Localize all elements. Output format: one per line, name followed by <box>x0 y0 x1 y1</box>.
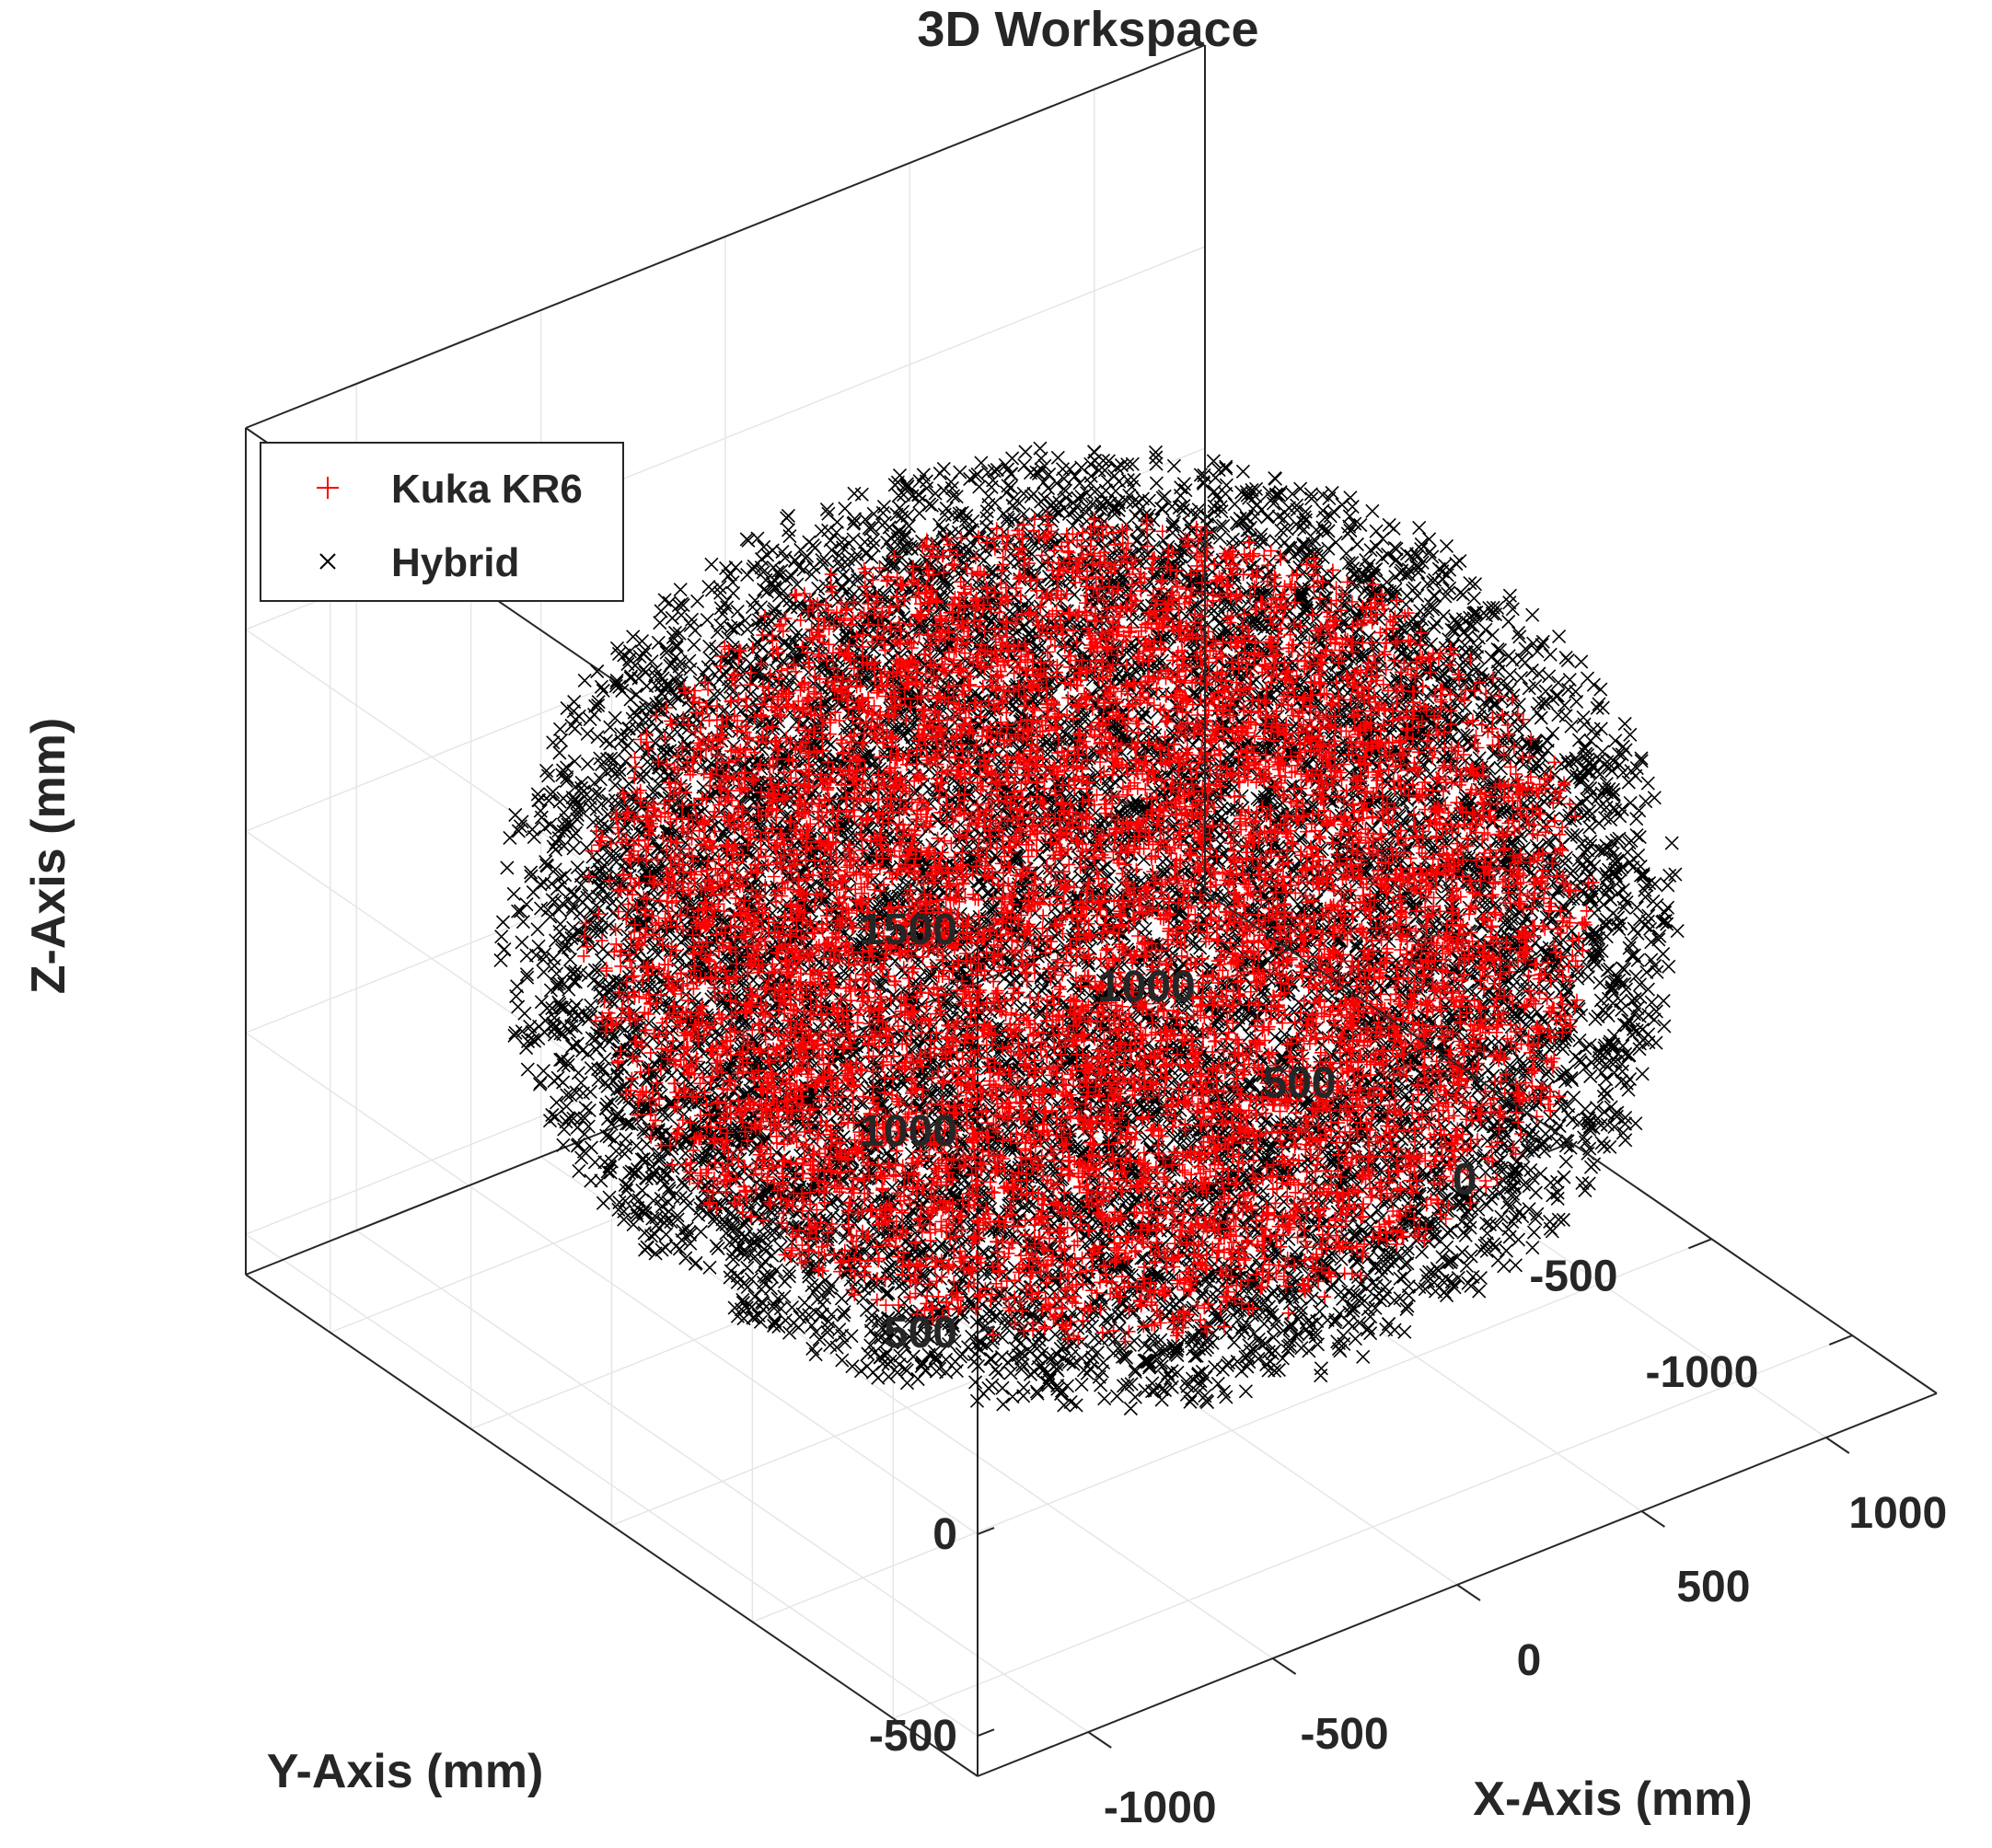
x-tick <box>1640 1510 1665 1528</box>
z-tick <box>977 1124 995 1132</box>
y-tick <box>1828 1334 1853 1346</box>
x-tick <box>1272 1657 1297 1675</box>
x-tick-label: -500 <box>1301 1710 1389 1759</box>
y-tick <box>1688 1238 1712 1250</box>
legend-entry-hybrid: Hybrid <box>391 540 519 585</box>
axis-ticks: -500 0 500 1000 1500 -1000 -500 0 500 1000 -1000 -5… <box>859 906 1947 1832</box>
x-tick-label: 500 <box>1676 1563 1750 1611</box>
y-tick-label: -500 <box>1529 1252 1617 1300</box>
chart-title: 3D Workspace <box>917 2 1258 57</box>
y-tick <box>1547 1141 1571 1153</box>
z-tick <box>977 1728 995 1738</box>
z-tick <box>977 1325 995 1334</box>
y-axis-label: Y-Axis (mm) <box>267 1745 544 1798</box>
y-tick-label: -1000 <box>1646 1348 1759 1397</box>
scatter-points <box>493 441 1685 1416</box>
grid-line <box>752 1238 1712 1623</box>
z-tick-label: 1500 <box>859 906 957 954</box>
series-kuka-kr6 <box>577 510 1600 1348</box>
x-tick <box>1456 1584 1481 1601</box>
z-tick-label: -500 <box>869 1712 957 1761</box>
x-tick-label: -1000 <box>1104 1784 1217 1832</box>
x-tick <box>1825 1437 1850 1454</box>
box-edge <box>245 44 1206 429</box>
legend-box <box>260 442 624 602</box>
z-tick-label: 500 <box>884 1309 957 1357</box>
y-tick <box>1266 948 1291 960</box>
legend[interactable]: Kuka KR6 Hybrid <box>260 442 624 602</box>
z-tick-label: 1000 <box>859 1107 957 1156</box>
y-tick-label: 500 <box>1263 1059 1337 1108</box>
x-tick-label: 1000 <box>1848 1489 1947 1538</box>
legend-marker-plus-icon <box>317 477 339 499</box>
z-tick <box>977 922 995 930</box>
grid-line <box>245 1233 979 1737</box>
legend-marker-cross-icon <box>319 553 336 570</box>
y-tick-label: 0 <box>1453 1156 1477 1205</box>
grid-line <box>245 1032 979 1535</box>
x-axis-label: X-Axis (mm) <box>1473 1773 1752 1826</box>
grid-line <box>893 1334 1853 1719</box>
z-tick <box>977 1527 995 1536</box>
x-tick <box>1087 1731 1112 1749</box>
box-edge <box>245 1274 979 1777</box>
y-tick-label: 1000 <box>1097 963 1196 1011</box>
z-tick-label: 0 <box>932 1510 957 1559</box>
y-tick <box>1407 1045 1430 1057</box>
legend-entry-kuka: Kuka KR6 <box>391 467 583 512</box>
x-tick-label: 0 <box>1517 1636 1542 1685</box>
z-axis-label: Z-Axis (mm) <box>22 718 75 994</box>
